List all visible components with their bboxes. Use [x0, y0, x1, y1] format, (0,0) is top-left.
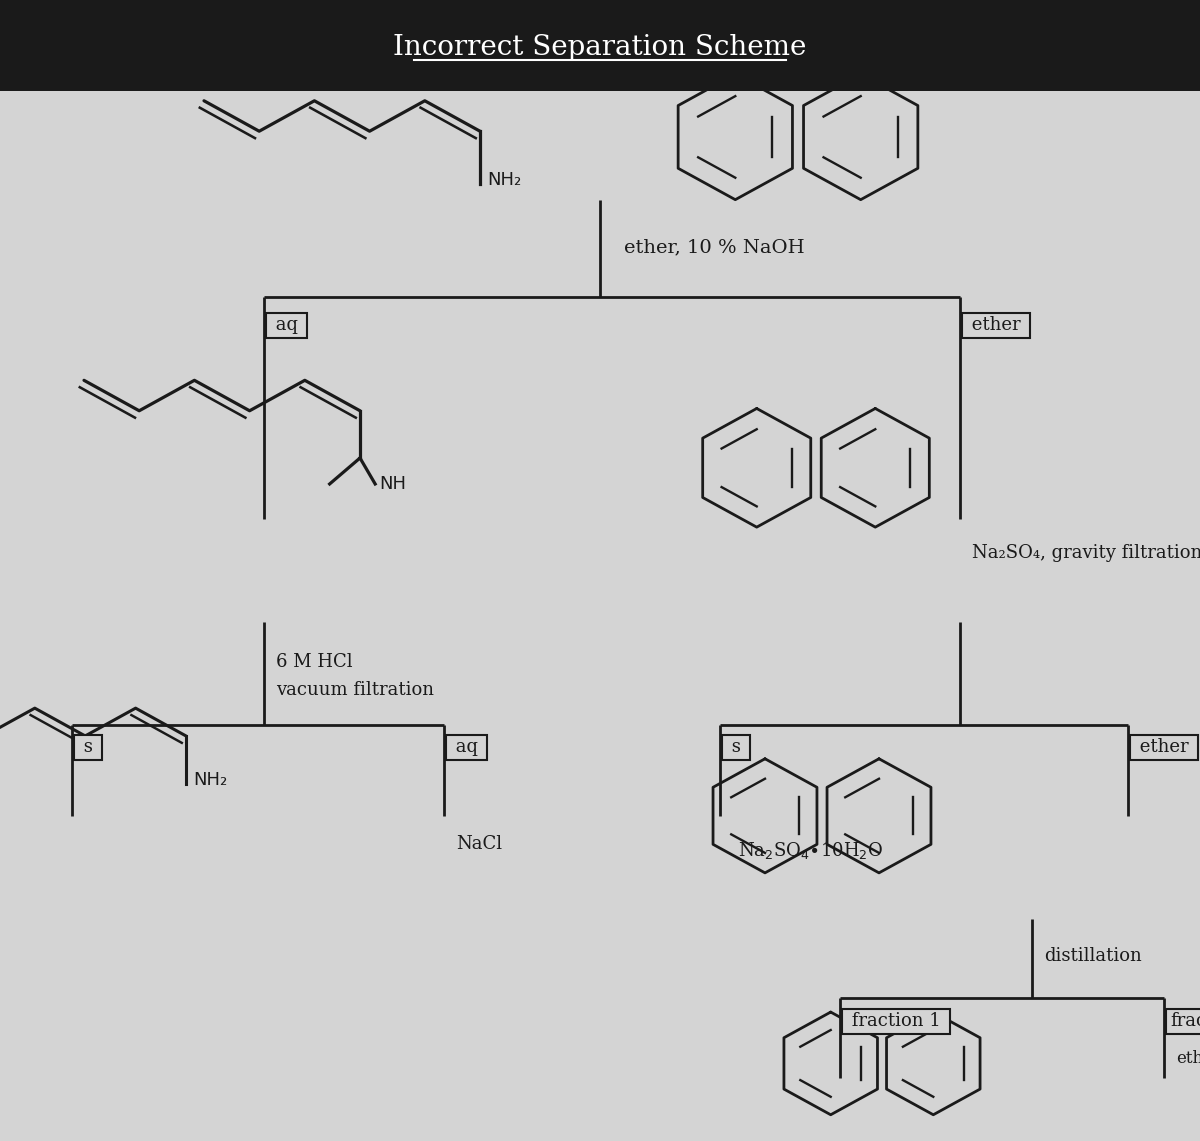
Bar	[0, 0, 1200, 91]
Text: ether, 10 % NaOH: ether, 10 % NaOH	[624, 238, 805, 257]
Text: NaCl: NaCl	[456, 835, 502, 853]
Text: Na$_2$SO$_4$$\bullet$10H$_2$O: Na$_2$SO$_4$$\bullet$10H$_2$O	[738, 840, 883, 860]
Text: ether: ether	[1176, 1051, 1200, 1067]
Text: ether: ether	[966, 316, 1026, 334]
Text: NH₂: NH₂	[487, 171, 522, 189]
Text: vacuum filtration: vacuum filtration	[276, 681, 434, 699]
Text: aq: aq	[450, 738, 484, 756]
Text: aq: aq	[270, 316, 304, 334]
Text: 6 M HCl: 6 M HCl	[276, 653, 353, 671]
Text: s: s	[78, 738, 98, 756]
Text: s: s	[726, 738, 746, 756]
Text: NH: NH	[379, 475, 406, 493]
Text: fraction 1: fraction 1	[846, 1012, 947, 1030]
Text: Incorrect Separation Scheme: Incorrect Separation Scheme	[394, 34, 806, 62]
Text: Na₂SO₄, gravity filtration: Na₂SO₄, gravity filtration	[972, 544, 1200, 563]
Text: ether: ether	[1134, 738, 1194, 756]
Text: distillation: distillation	[1044, 947, 1141, 965]
Text: fraction: fraction	[1170, 1012, 1200, 1030]
Text: NH₂: NH₂	[193, 771, 228, 790]
